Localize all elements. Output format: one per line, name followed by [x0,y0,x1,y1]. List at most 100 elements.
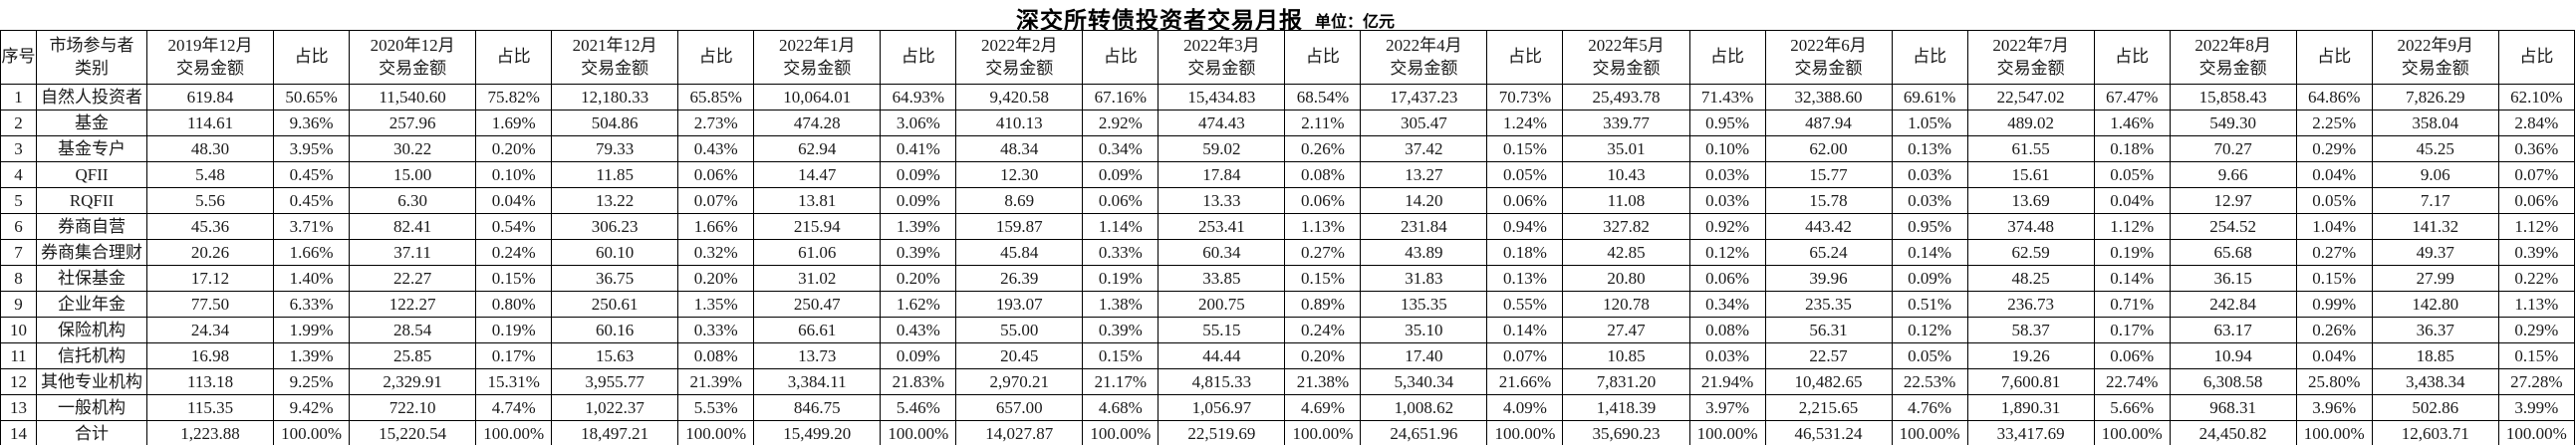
amount-cell: 141.32 [2371,213,2499,240]
ratio-cell: 0.20% [1284,342,1362,369]
ratio-cell: 67.16% [1082,84,1159,111]
index-cell: 9 [0,291,37,318]
amount-cell: 39.96 [1764,265,1893,292]
table-row: 10 保险机构 24.34 1.99% 28.54 0.19% 60.16 0.33% 66.6… [0,317,2576,343]
amount-cell: 15.63 [551,342,679,369]
amount-cell: 15,858.43 [2169,84,2297,111]
ratio-cell: 100.00% [475,420,553,445]
ratio-cell: 3.06% [880,110,957,136]
ratio-cell: 0.39% [880,239,957,266]
ratio-cell: 0.05% [1486,161,1564,188]
amount-cell: 619.84 [146,84,275,111]
header-amount-9: 2022年7月 交易金额 [1966,30,2095,85]
ratio-cell: 4.69% [1284,394,1362,421]
amount-cell: 36.75 [551,265,679,292]
amount-cell: 5.48 [146,161,275,188]
ratio-cell: 0.18% [2093,135,2171,162]
ratio-cell: 3.99% [2497,394,2576,421]
amount-cell: 1,890.31 [1966,394,2095,421]
index-cell: 4 [0,161,37,188]
ratio-cell: 1.39% [880,213,957,240]
amount-cell: 15,434.83 [1158,84,1286,111]
ratio-cell: 2.84% [2497,110,2576,136]
ratio-cell: 0.07% [1486,342,1564,369]
category-cell: 其他专业机构 [35,368,148,395]
amount-cell: 5,340.34 [1360,368,1488,395]
ratio-cell: 0.17% [2093,317,2171,343]
amount-cell: 20.80 [1562,265,1690,292]
ratio-cell: 15.31% [475,368,553,395]
amount-cell: 12.97 [2169,187,2297,214]
amount-cell: 193.07 [955,291,1084,318]
amount-cell: 250.47 [753,291,882,318]
amount-cell: 1,418.39 [1562,394,1690,421]
amount-cell: 502.86 [2371,394,2499,421]
category-cell: QFII [35,161,148,188]
amount-cell: 36.37 [2371,317,2499,343]
ratio-cell: 3.97% [1688,394,1766,421]
ratio-cell: 0.34% [1688,291,1766,318]
header-amount-11: 2022年9月 交易金额 [2371,30,2499,85]
ratio-cell: 21.66% [1486,368,1564,395]
amount-cell: 489.02 [1966,110,2095,136]
ratio-cell: 1.99% [273,317,351,343]
amount-cell: 15.00 [349,161,477,188]
amount-cell: 7.17 [2371,187,2499,214]
index-cell: 2 [0,110,37,136]
header-amount-0: 2019年12月 交易金额 [146,30,275,85]
ratio-cell: 5.46% [880,394,957,421]
ratio-cell: 0.94% [1486,213,1564,240]
amount-cell: 306.23 [551,213,679,240]
amount-cell: 25,493.78 [1562,84,1690,111]
ratio-cell: 0.95% [1891,213,1968,240]
amount-cell: 135.35 [1360,291,1488,318]
ratio-cell: 2.11% [1284,110,1362,136]
amount-cell: 44.44 [1158,342,1286,369]
category-cell: 券商集合理财 [35,239,148,266]
table-row: 8 社保基金 17.12 1.40% 22.27 0.15% 36.75 0.20% 31.02… [0,265,2576,292]
ratio-cell: 0.12% [1688,239,1766,266]
ratio-cell: 9.42% [273,394,351,421]
amount-cell: 113.18 [146,368,275,395]
ratio-cell: 100.00% [273,420,351,445]
ratio-cell: 0.13% [1486,265,1564,292]
amount-cell: 10.43 [1562,161,1690,188]
table-row: 12 其他专业机构 113.18 9.25% 2,329.91 15.31% 3,955.7… [0,368,2576,395]
amount-cell: 60.34 [1158,239,1286,266]
ratio-cell: 4.76% [1891,394,1968,421]
ratio-cell: 4.74% [475,394,553,421]
category-cell: 企业年金 [35,291,148,318]
ratio-cell: 6.33% [273,291,351,318]
amount-cell: 15,220.54 [349,420,477,445]
ratio-cell: 71.43% [1688,84,1766,111]
amount-cell: 27.47 [1562,317,1690,343]
ratio-cell: 0.95% [1688,110,1766,136]
ratio-cell: 0.27% [2295,239,2373,266]
amount-cell: 19.26 [1966,342,2095,369]
category-cell: RQFII [35,187,148,214]
amount-cell: 11.08 [1562,187,1690,214]
ratio-cell: 0.54% [475,213,553,240]
amount-cell: 24.34 [146,317,275,343]
title-bar: 深交所转债投资者交易月报 单位：亿元 [0,0,2576,33]
header-amount-3: 2022年1月 交易金额 [753,30,882,85]
header-amount-7: 2022年5月 交易金额 [1562,30,1690,85]
amount-cell: 22.27 [349,265,477,292]
ratio-cell: 0.55% [1486,291,1564,318]
amount-cell: 15.61 [1966,161,2095,188]
ratio-cell: 0.04% [2295,342,2373,369]
amount-cell: 120.78 [1562,291,1690,318]
amount-cell: 6.30 [349,187,477,214]
amount-cell: 305.47 [1360,110,1488,136]
ratio-cell: 0.26% [2295,317,2373,343]
ratio-cell: 100.00% [2295,420,2373,445]
amount-cell: 45.36 [146,213,275,240]
ratio-cell: 1.05% [1891,110,1968,136]
amount-cell: 17.84 [1158,161,1286,188]
ratio-cell: 1.13% [2497,291,2576,318]
amount-cell: 22.57 [1764,342,1893,369]
header-ratio-7: 占比 [1688,30,1766,85]
ratio-cell: 0.06% [2093,342,2171,369]
ratio-cell: 22.74% [2093,368,2171,395]
amount-cell: 45.25 [2371,135,2499,162]
